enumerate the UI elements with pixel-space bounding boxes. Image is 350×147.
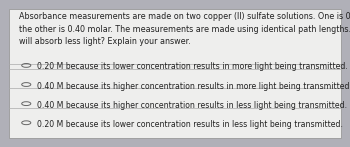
Text: 0.40 M because its higher concentration results in less light being transmitted.: 0.40 M because its higher concentration …: [37, 101, 347, 110]
Text: 0.40 M because its higher concentration results in more light being transmitted.: 0.40 M because its higher concentration …: [37, 82, 350, 91]
Text: 0.20 M because its lower concentration results in more light being transmitted.: 0.20 M because its lower concentration r…: [37, 62, 348, 71]
Text: 0.20 M because its lower concentration results in less light being transmitted.: 0.20 M because its lower concentration r…: [37, 120, 343, 129]
Text: Absorbance measurements are made on two copper (II) sulfate solutions. One is 0.: Absorbance measurements are made on two …: [19, 12, 350, 46]
FancyBboxPatch shape: [9, 9, 341, 138]
